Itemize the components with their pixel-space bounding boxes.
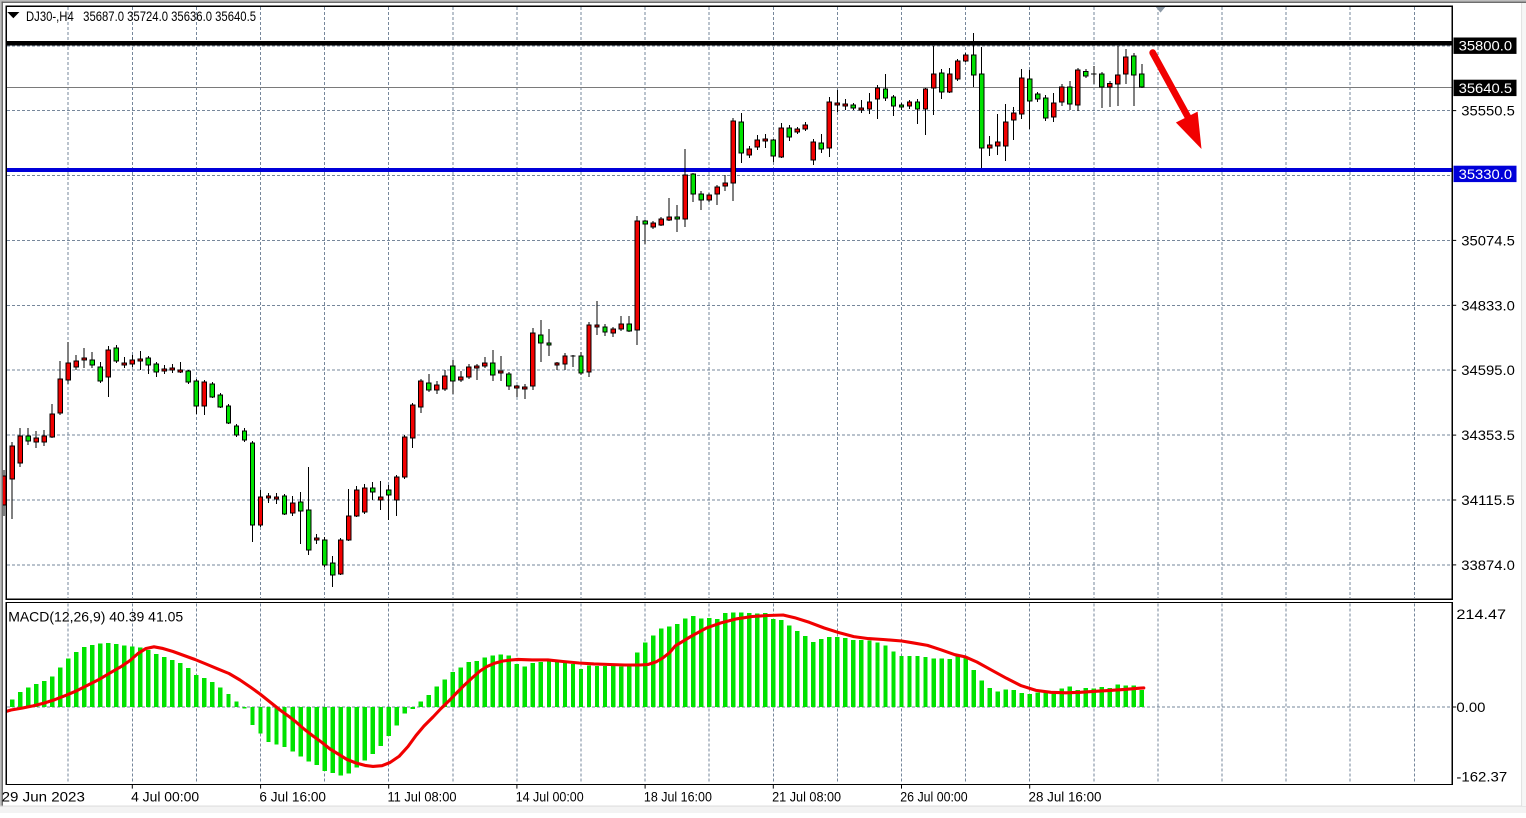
svg-text:MACD(12,26,9) 40.39 41.05: MACD(12,26,9) 40.39 41.05 [8,609,183,625]
svg-text:14 Jul 00:00: 14 Jul 00:00 [516,788,584,804]
svg-text:35550.5: 35550.5 [1461,103,1515,119]
svg-text:214.47: 214.47 [1456,606,1506,622]
svg-text:35330.0: 35330.0 [1459,166,1513,182]
svg-text:28 Jul 16:00: 28 Jul 16:00 [1029,788,1102,804]
svg-text:35800.0: 35800.0 [1459,38,1513,54]
svg-text:26 Jul 00:00: 26 Jul 00:00 [900,788,968,804]
svg-text:35640.5: 35640.5 [1459,80,1513,96]
svg-text:0.00: 0.00 [1456,699,1485,715]
svg-text:34353.5: 34353.5 [1461,427,1515,443]
svg-text:34115.5: 34115.5 [1461,492,1515,508]
svg-text:21 Jul 08:00: 21 Jul 08:00 [772,788,841,804]
svg-text:29 Jun 2023: 29 Jun 2023 [2,788,86,804]
svg-text:34595.0: 34595.0 [1461,362,1515,378]
svg-text:DJ30-,H4 35687.0 35724.0 356: DJ30-,H4 35687.0 35724.0 35636.0 35640.5 [26,8,256,24]
svg-text:18 Jul 16:00: 18 Jul 16:00 [644,788,712,804]
svg-text:-162.37: -162.37 [1456,769,1507,785]
svg-text:33874.0: 33874.0 [1461,557,1515,573]
svg-text:35074.5: 35074.5 [1461,232,1515,248]
svg-text:11 Jul 08:00: 11 Jul 08:00 [388,788,457,804]
svg-text:4 Jul 00:00: 4 Jul 00:00 [131,788,199,804]
svg-text:34833.0: 34833.0 [1461,297,1515,313]
svg-text:6 Jul 16:00: 6 Jul 16:00 [259,788,326,804]
